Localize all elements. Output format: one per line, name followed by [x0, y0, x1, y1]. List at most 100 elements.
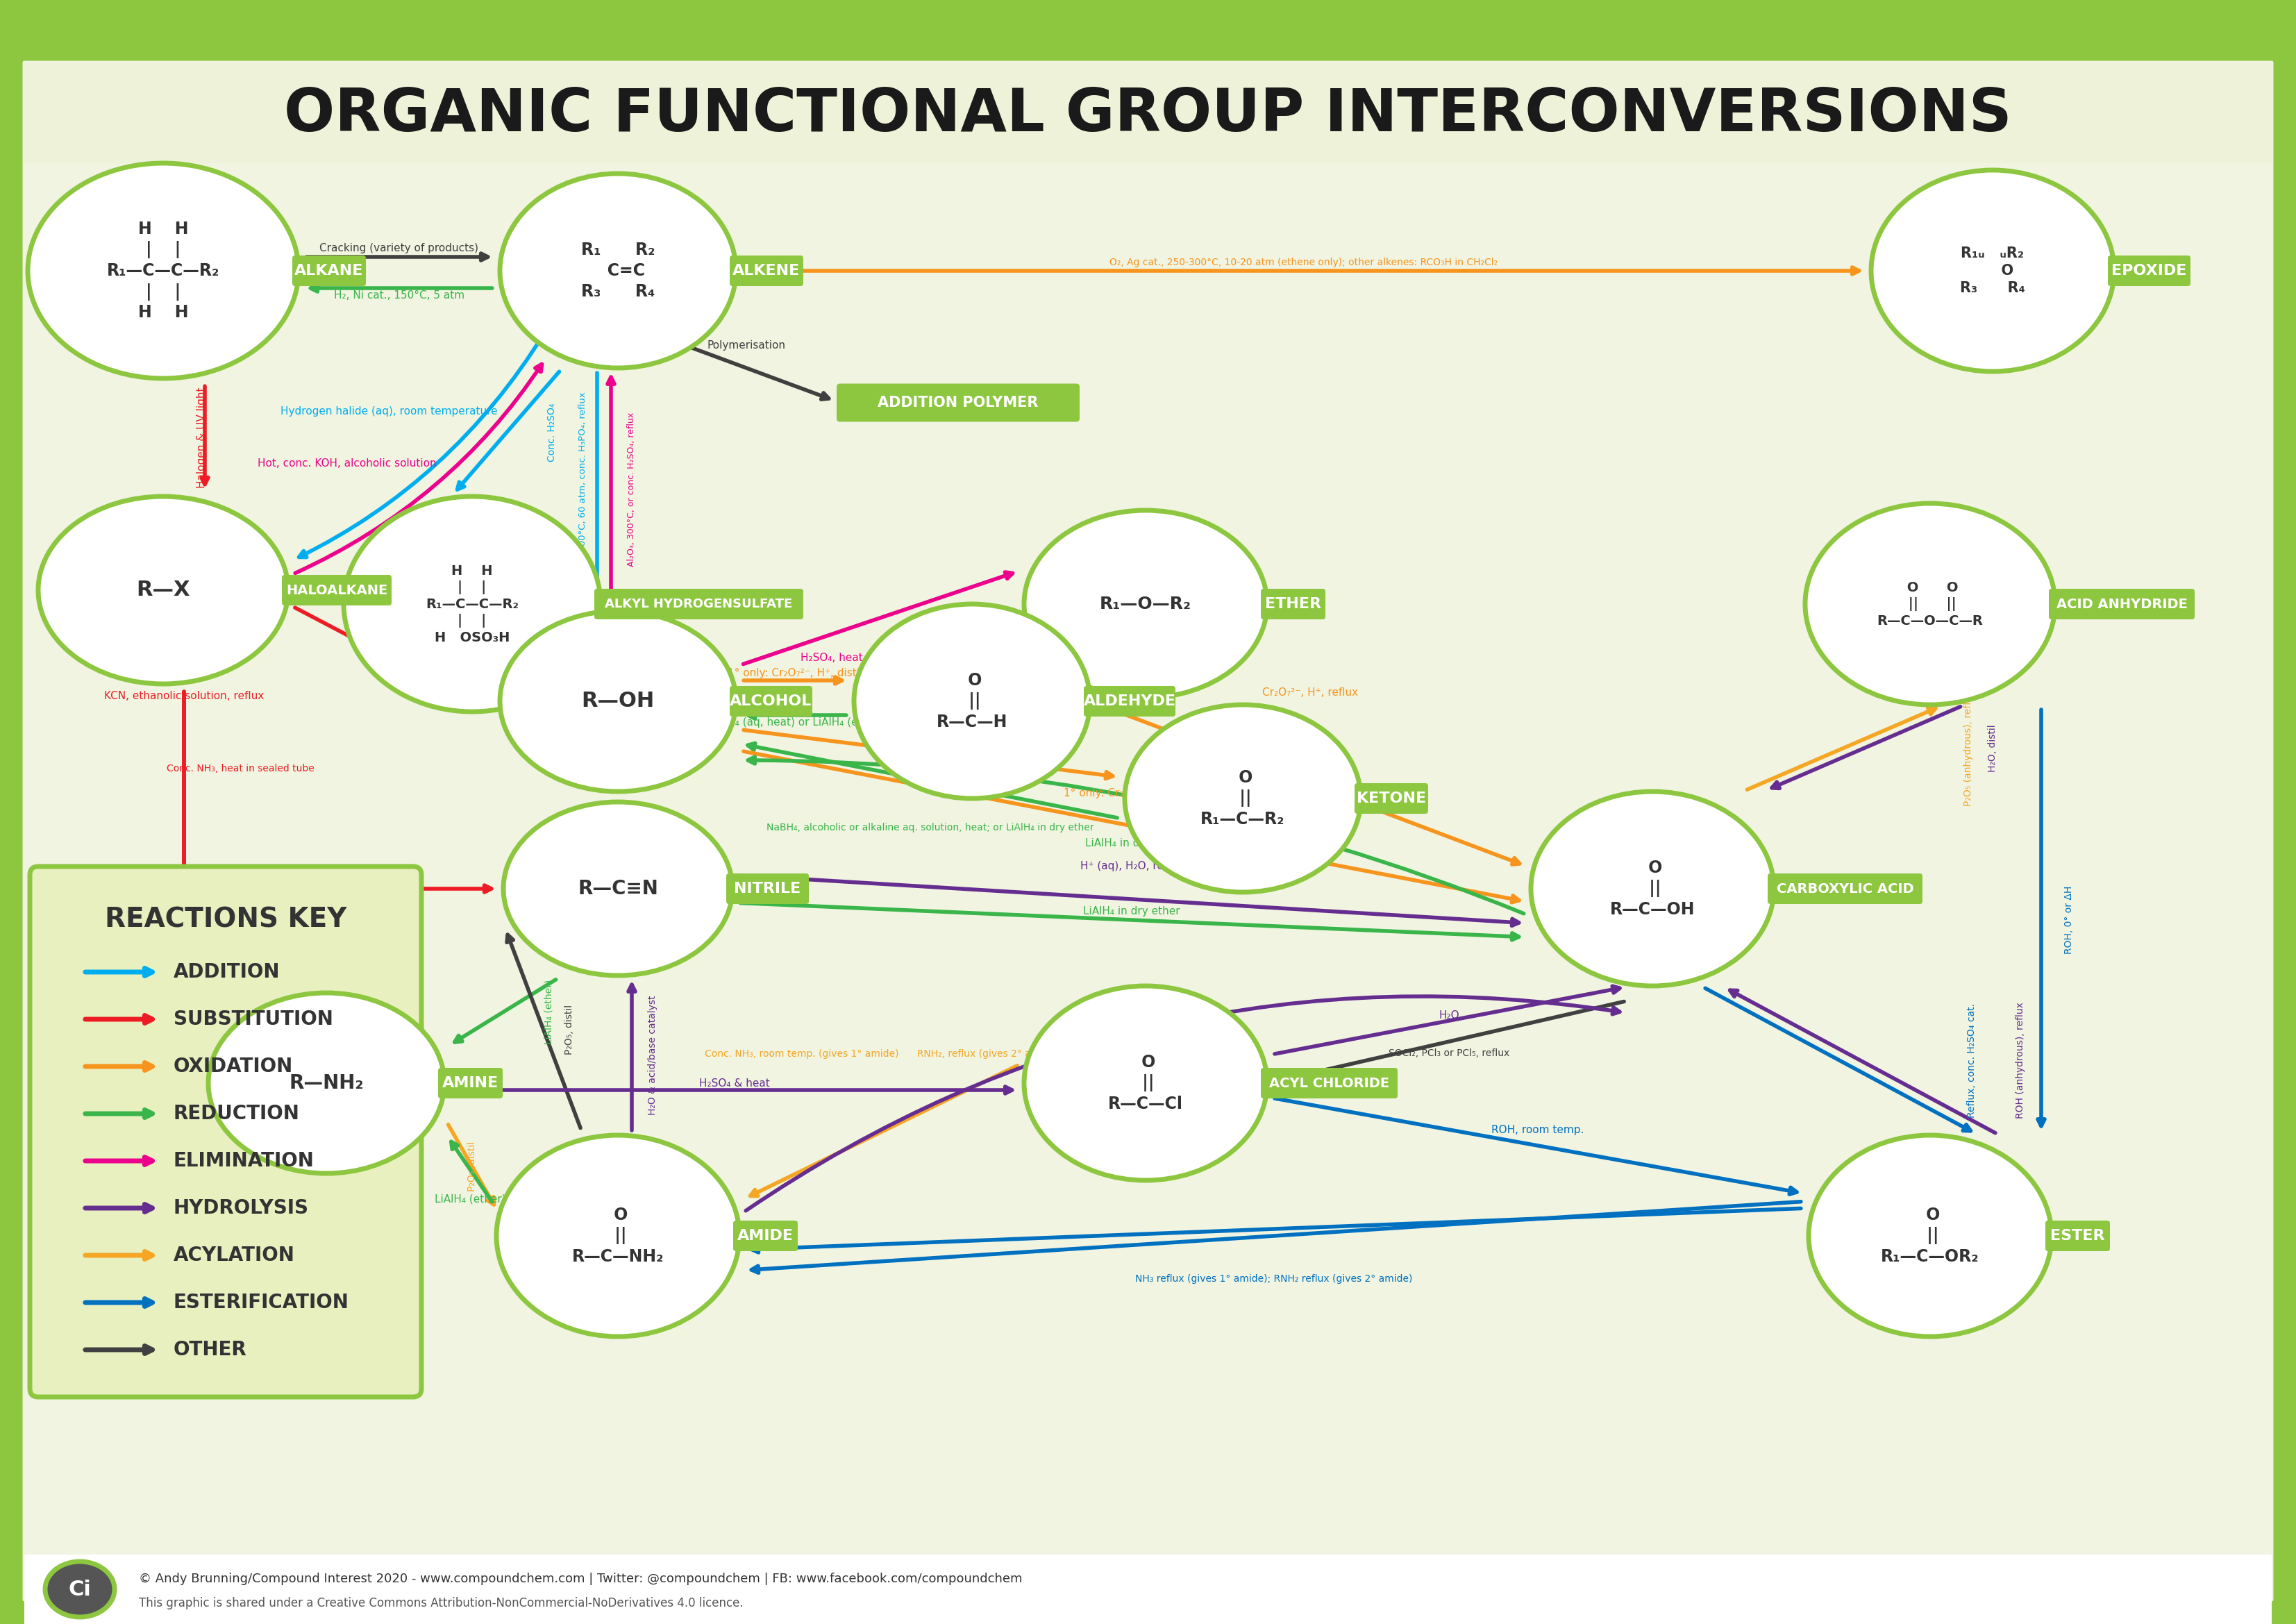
- Ellipse shape: [39, 497, 287, 684]
- Text: KCN, ethanolic solution, reflux: KCN, ethanolic solution, reflux: [103, 690, 264, 702]
- Text: P₂O₅, distil: P₂O₅, distil: [565, 1004, 574, 1054]
- Text: O
 ||
R₁—C—R₂: O || R₁—C—R₂: [1201, 770, 1286, 828]
- FancyBboxPatch shape: [1355, 783, 1428, 814]
- Text: ROH, 0° or ΔH: ROH, 0° or ΔH: [2064, 885, 2073, 953]
- Text: R—OH: R—OH: [581, 692, 654, 711]
- Ellipse shape: [503, 802, 732, 976]
- Ellipse shape: [1024, 986, 1267, 1181]
- Text: R—NH₂: R—NH₂: [289, 1073, 363, 1093]
- Ellipse shape: [501, 611, 737, 791]
- Text: ALKYL HYDROGENSULFATE: ALKYL HYDROGENSULFATE: [604, 598, 792, 611]
- Text: SOCl₂, PCl₃ or PCl₅, reflux: SOCl₂, PCl₃ or PCl₅, reflux: [1389, 1049, 1511, 1059]
- Text: R₁—O—R₂: R₁—O—R₂: [1100, 596, 1192, 612]
- Text: Steam, 300°C, 60 atm, conc. H₃PO₄, reflux: Steam, 300°C, 60 atm, conc. H₃PO₄, reflu…: [579, 391, 588, 588]
- Text: ADDITION: ADDITION: [174, 963, 280, 983]
- Ellipse shape: [496, 1135, 739, 1337]
- Text: ADDITION POLYMER: ADDITION POLYMER: [877, 396, 1038, 409]
- Text: O      O
 ||      ||
R—C—O—C—R: O O || || R—C—O—C—R: [1878, 581, 1984, 627]
- Text: Hydrogen halide (aq), room temperature: Hydrogen halide (aq), room temperature: [280, 406, 498, 417]
- Text: AMIDE: AMIDE: [737, 1229, 794, 1242]
- Text: H    H
|    |
R₁—C—C—R₂
|    |
H    H: H H | | R₁—C—C—R₂ | | H H: [108, 221, 220, 322]
- Text: LiAlH₄ (ether): LiAlH₄ (ether): [544, 979, 553, 1044]
- Text: OXIDATION: OXIDATION: [174, 1057, 294, 1077]
- Text: HALOALKANE: HALOALKANE: [287, 583, 388, 596]
- Text: Halogen & UV light: Halogen & UV light: [195, 387, 207, 487]
- Text: ORGANIC FUNCTIONAL GROUP INTERCONVERSIONS: ORGANIC FUNCTIONAL GROUP INTERCONVERSION…: [285, 86, 2011, 143]
- Text: H⁺ (aq), H₂O, reflux: H⁺ (aq), H₂O, reflux: [1079, 861, 1182, 872]
- FancyBboxPatch shape: [282, 575, 393, 606]
- Ellipse shape: [1805, 503, 2055, 705]
- Text: R—X: R—X: [135, 580, 191, 601]
- Text: R—C≡N: R—C≡N: [579, 879, 659, 898]
- FancyBboxPatch shape: [730, 685, 813, 716]
- Text: LiAlH₄ in dry ether: LiAlH₄ in dry ether: [1084, 906, 1180, 916]
- FancyBboxPatch shape: [30, 867, 422, 1397]
- FancyBboxPatch shape: [726, 874, 808, 905]
- Text: R₁ᵤ   ᵤR₂
      O
R₃      R₄: R₁ᵤ ᵤR₂ O R₃ R₄: [1961, 247, 2025, 296]
- Text: 1° only: Cr₂O₇²⁻, H⁺, distil: 1° only: Cr₂O₇²⁻, H⁺, distil: [728, 667, 863, 679]
- Ellipse shape: [28, 162, 298, 378]
- Text: NaBH₄, alcoholic or alkaline aq. solution, heat; or LiAlH₄ in dry ether: NaBH₄, alcoholic or alkaline aq. solutio…: [767, 823, 1093, 833]
- Text: ETHER: ETHER: [1265, 598, 1320, 611]
- Text: ACID ANHYDRIDE: ACID ANHYDRIDE: [2057, 598, 2188, 611]
- Text: OTHER: OTHER: [174, 1340, 248, 1359]
- Text: Cracking (variety of products): Cracking (variety of products): [319, 244, 478, 253]
- FancyBboxPatch shape: [25, 1554, 2271, 1624]
- FancyBboxPatch shape: [595, 590, 804, 619]
- Text: ALDEHYDE: ALDEHYDE: [1084, 695, 1176, 708]
- FancyBboxPatch shape: [836, 383, 1079, 422]
- FancyBboxPatch shape: [2048, 590, 2195, 619]
- Text: ROH (anhydrous), reflux: ROH (anhydrous), reflux: [2016, 1002, 2025, 1119]
- Text: NH₃ reflux (gives 1° amide); RNH₂ reflux (gives 2° amide): NH₃ reflux (gives 1° amide); RNH₂ reflux…: [1137, 1275, 1412, 1285]
- Text: H₂O & acid/base catalyst: H₂O & acid/base catalyst: [647, 996, 657, 1116]
- Text: ROH, room temp.: ROH, room temp.: [1492, 1125, 1584, 1135]
- FancyBboxPatch shape: [18, 57, 2278, 1605]
- FancyBboxPatch shape: [732, 1221, 797, 1250]
- Text: Al₂O₃, 300°C, or conc. H₂SO₄, reflux: Al₂O₃, 300°C, or conc. H₂SO₄, reflux: [627, 412, 636, 567]
- Ellipse shape: [1809, 1135, 2053, 1337]
- Text: REDUCTION: REDUCTION: [174, 1104, 301, 1124]
- Text: ALCOHOL: ALCOHOL: [730, 695, 813, 708]
- Text: ESTER: ESTER: [2050, 1229, 2105, 1242]
- Text: H₂O, distil: H₂O, distil: [1988, 724, 1998, 771]
- Text: H    H
|    |
R₁—C—C—R₂
|    |
H   OSO₃H: H H | | R₁—C—C—R₂ | | H OSO₃H: [425, 564, 519, 645]
- FancyBboxPatch shape: [1261, 590, 1325, 619]
- Text: O
 ||
R—C—OH: O || R—C—OH: [1609, 859, 1694, 918]
- Text: O
 ||
R₁—C—OR₂: O || R₁—C—OR₂: [1880, 1207, 1979, 1265]
- Text: ACYL CHLORIDE: ACYL CHLORIDE: [1270, 1077, 1389, 1090]
- FancyBboxPatch shape: [25, 62, 2271, 162]
- Text: This graphic is shared under a Creative Commons Attribution-NonCommercial-NoDeri: This graphic is shared under a Creative …: [138, 1596, 744, 1609]
- Text: R₁      R₂
   C=C
R₃      R₄: R₁ R₂ C=C R₃ R₄: [581, 242, 654, 300]
- Text: AMINE: AMINE: [443, 1077, 498, 1090]
- Ellipse shape: [854, 604, 1091, 799]
- Text: Conc. NH₃, heat in sealed tube: Conc. NH₃, heat in sealed tube: [168, 763, 315, 773]
- Ellipse shape: [501, 174, 737, 369]
- Ellipse shape: [1024, 510, 1267, 698]
- Text: Hot, conc. KOH, alcoholic solution: Hot, conc. KOH, alcoholic solution: [257, 458, 436, 469]
- Text: NaOH (aq), reflux: NaOH (aq), reflux: [347, 593, 441, 603]
- Text: KETONE: KETONE: [1357, 791, 1426, 806]
- Text: Reflux, conc. H₂SO₄ cat.: Reflux, conc. H₂SO₄ cat.: [1968, 1004, 1977, 1117]
- Text: CARBOXYLIC ACID: CARBOXYLIC ACID: [1777, 882, 1913, 895]
- Text: NITRILE: NITRILE: [735, 882, 801, 896]
- Text: ESTERIFICATION: ESTERIFICATION: [174, 1293, 349, 1312]
- FancyBboxPatch shape: [2046, 1221, 2110, 1250]
- Text: ALKENE: ALKENE: [732, 263, 801, 278]
- Text: Conc. NH₃, room temp. (gives 1° amide)      RNH₂, reflux (gives 2° amide): Conc. NH₃, room temp. (gives 1° amide) R…: [705, 1049, 1058, 1059]
- Text: © Andy Brunning/Compound Interest 2020 - www.compoundchem.com | Twitter: @compou: © Andy Brunning/Compound Interest 2020 -…: [138, 1572, 1022, 1585]
- Text: O
 ||
R—C—Cl: O || R—C—Cl: [1109, 1054, 1182, 1112]
- Ellipse shape: [1531, 791, 1775, 986]
- Text: H₂O: H₂O: [1440, 1010, 1460, 1020]
- Text: HYDROLYSIS: HYDROLYSIS: [174, 1199, 310, 1218]
- Ellipse shape: [46, 1562, 115, 1618]
- FancyBboxPatch shape: [2108, 255, 2190, 286]
- Text: H₂SO₄ & heat: H₂SO₄ & heat: [698, 1078, 769, 1088]
- Text: O
 ||
R—C—H: O || R—C—H: [937, 672, 1008, 731]
- Text: SUBSTITUTION: SUBSTITUTION: [174, 1010, 333, 1030]
- Text: Conc. H₂SO₄: Conc. H₂SO₄: [546, 403, 558, 461]
- Text: Polymerisation: Polymerisation: [707, 339, 785, 351]
- Ellipse shape: [1871, 171, 2115, 372]
- Text: H₂O, warm: H₂O, warm: [457, 617, 466, 667]
- Ellipse shape: [209, 992, 445, 1174]
- FancyBboxPatch shape: [730, 255, 804, 286]
